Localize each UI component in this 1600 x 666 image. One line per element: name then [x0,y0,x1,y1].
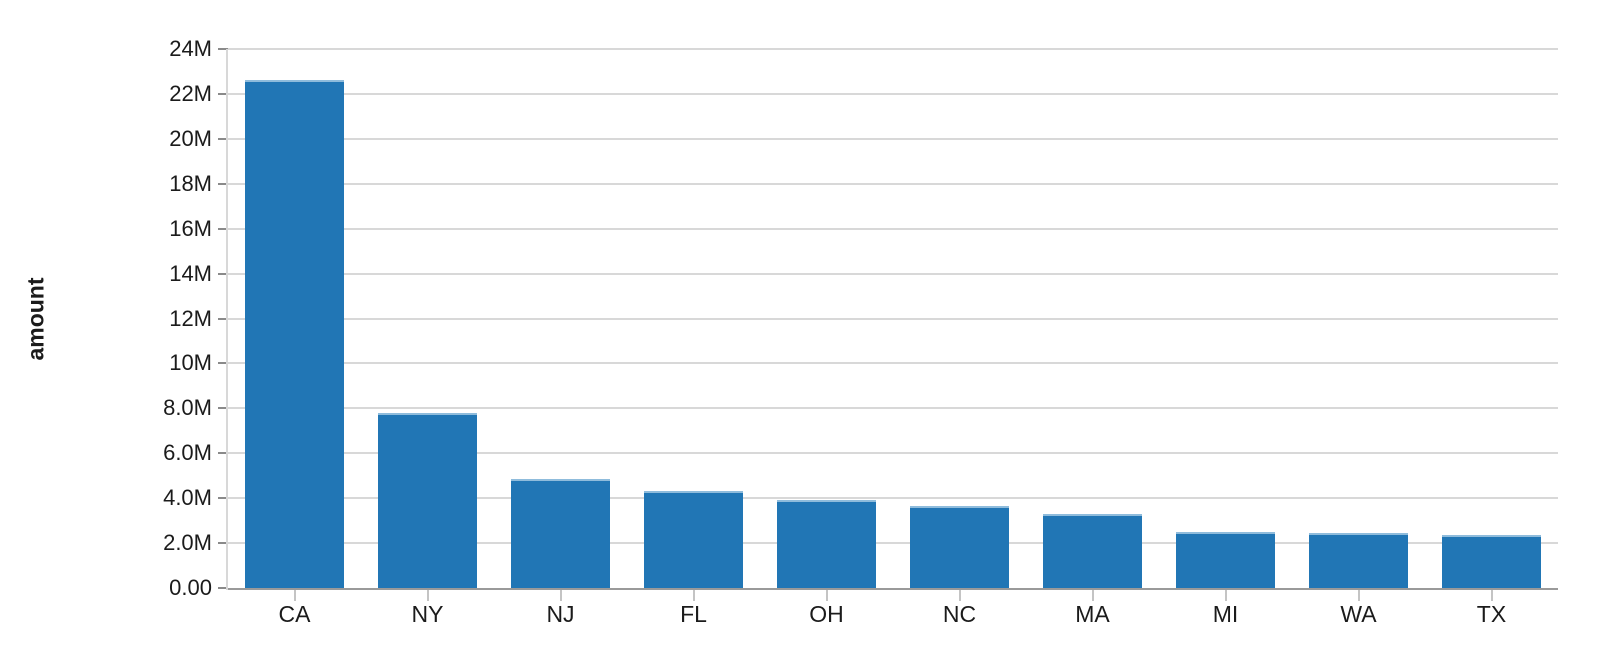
gridline [228,407,1558,410]
y-tick-label: 24M [169,36,212,61]
y-tick-label: 12M [169,305,212,331]
y-tick-label: 0.00 [169,575,212,600]
gridline [228,272,1558,275]
gridline [228,182,1558,185]
y-tick-mark [218,452,228,455]
bar-NC [910,506,1009,588]
y-tick-mark [218,317,228,320]
y-tick-label: 4.0M [163,485,212,511]
x-tick-mark [1357,590,1360,601]
y-tick-mark [218,272,228,275]
y-tick-label: 14M [169,260,212,286]
x-tick-label: NC [942,601,977,627]
y-tick-mark [218,227,228,230]
gridline [228,362,1558,365]
x-tick-mark [426,590,429,601]
y-tick-label: 2.0M [163,530,212,556]
gridline [228,317,1558,320]
y-tick-label: 22M [169,80,212,106]
y-tick-label: 6.0M [163,440,212,466]
y-tick-mark [218,182,228,185]
x-tick-label: OH [809,601,844,627]
bar-NY [378,412,477,588]
bar-CA [245,80,344,588]
y-tick-label: 18M [169,170,212,196]
x-tick-mark [1224,590,1227,601]
x-tick-label: MI [1212,601,1239,627]
x-tick-label: FL [680,601,707,627]
y-tick-mark [218,137,228,140]
y-tick-mark [218,362,228,365]
y-tick-mark [218,542,228,545]
y-tick-mark [218,497,228,500]
bar-FL [644,491,743,588]
x-tick-mark [692,590,695,601]
y-tick-mark [218,92,228,95]
y-tick-mark [218,407,228,410]
gridline [228,48,1558,50]
x-tick-label: NY [411,601,444,627]
bar-WA [1309,533,1408,588]
y-tick-mark [218,48,228,50]
x-tick-mark [1091,590,1094,601]
gridline [228,497,1558,500]
x-tick-label: MA [1075,601,1110,627]
bar-NJ [511,479,610,588]
bar-TX [1442,535,1541,588]
x-tick-label: WA [1340,601,1377,627]
y-tick-label: 10M [169,350,212,376]
y-tick-label: 16M [169,215,212,241]
x-tick-label: TX [1476,601,1507,627]
gridline [228,452,1558,455]
x-axis-line [228,588,1558,590]
gridline [228,542,1558,545]
y-tick-label: 20M [169,125,212,151]
x-tick-mark [1490,590,1493,601]
x-tick-label: CA [278,601,311,627]
y-axis-line [226,49,228,590]
x-tick-mark [958,590,961,601]
x-tick-mark [293,590,296,601]
gridline [228,227,1558,230]
bar-MA [1043,513,1142,588]
gridline [228,92,1558,95]
bar-OH [777,500,876,588]
gridline [228,137,1558,140]
x-tick-label: NJ [546,601,575,627]
y-tick-label: 8.0M [163,395,212,421]
y-tick-mark [218,587,228,589]
x-tick-mark [559,590,562,601]
x-tick-mark [825,590,828,601]
bar-MI [1176,531,1275,588]
